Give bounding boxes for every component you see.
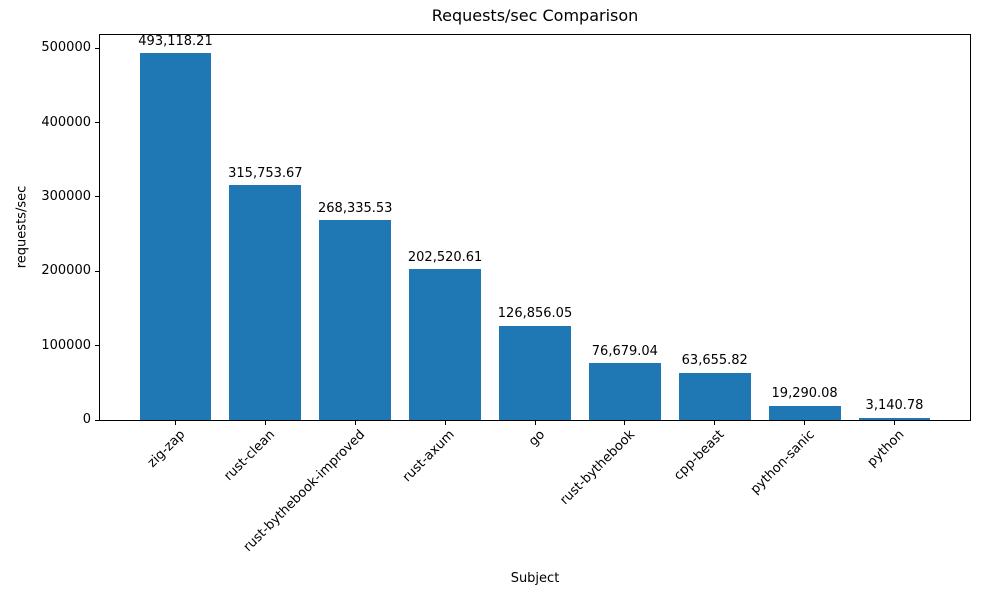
bar-value-label: 19,290.08 [771,386,838,402]
right-spine [970,35,971,421]
y-tick-mark [95,196,99,198]
y-tick-label: 400000 [41,114,91,130]
x-tick-mark [624,421,626,425]
bar-cpp-beast [678,372,751,420]
y-tick-label: 300000 [41,188,91,204]
chart-title: Requests/sec Comparison [431,6,639,25]
y-tick-mark [95,345,99,347]
x-tick-mark [894,421,895,425]
x-tick-label: zig-zap [144,427,189,471]
bar-rust-bythebook [588,362,661,420]
bar-value-label: 202,520.61 [407,250,483,266]
y-tick-mark [95,419,99,421]
y-tick-mark [95,122,99,124]
bar-value-label: 126,856.05 [497,306,573,322]
y-tick-label: 500000 [41,40,91,56]
bar-rust-clean [229,185,302,420]
bar-go [499,325,571,420]
x-tick-label: go [525,427,548,450]
y-tick-mark [95,47,99,49]
plot-area: 493,118.21 315,753.67 268,335.53 202,520.61… [100,34,970,420]
bar-zig-zap [139,53,212,420]
bar-value-label: 315,753.67 [228,165,303,181]
bar-value-label: 3,140.78 [865,398,924,414]
x-tick-label: rust-axum [400,427,459,486]
x-tick-mark [804,421,806,425]
x-tick-mark [264,421,266,425]
x-tick-mark [354,421,356,425]
y-tick-label: 0 [82,412,91,427]
bar-rust-axum [409,269,482,420]
x-tick-mark [534,421,536,425]
y-tick-label: 100000 [41,337,91,353]
x-tick-label: rust-clean [221,427,279,484]
x-axis-label: Subject [510,571,560,586]
y-tick-label: 200000 [41,263,91,279]
bar-value-label: 76,679.04 [591,343,658,359]
x-tick-mark [174,421,176,425]
bar-rust-bythebook-improved [319,220,392,420]
x-axis-line [99,420,971,421]
y-tick-mark [95,270,99,272]
x-tick-label: cpp-beast [671,427,728,484]
y-axis-line [99,35,100,421]
x-tick-label: python [864,427,908,471]
x-tick-label: python-sanic [747,427,818,498]
top-spine [99,34,971,35]
bar-python-sanic [768,405,841,420]
bar-value-label: 268,335.53 [318,201,393,217]
x-tick-label: rust-bythebook [557,427,638,508]
x-tick-mark [444,421,446,425]
bar-value-label: 63,655.82 [681,353,748,369]
x-tick-mark [714,421,716,425]
bar-python [858,417,931,420]
bar-value-label: 493,118.21 [138,34,213,50]
